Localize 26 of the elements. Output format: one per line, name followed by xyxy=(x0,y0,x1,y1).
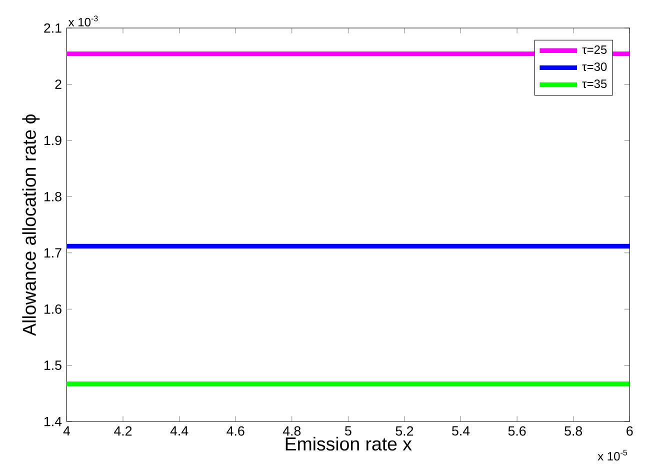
x-tick-label: 5.4 xyxy=(452,426,470,436)
y-tick-label: 1.7 xyxy=(44,248,62,258)
y-tick-label: 1.4 xyxy=(44,416,62,426)
legend-label: τ=30 xyxy=(582,62,607,71)
x-tick-label: 4.2 xyxy=(114,426,132,436)
x-tick-label: 4 xyxy=(63,426,70,436)
x-tick-label: 6 xyxy=(626,426,633,436)
x-tick-label: 4.8 xyxy=(282,426,301,436)
text: x 10$^{-3}$ xyxy=(68,16,98,26)
legend-label: τ=35 xyxy=(582,79,607,88)
y-axis-title: Allowance allocation rate ϕ xyxy=(22,114,40,336)
x-axis-title: Emission rate x xyxy=(286,436,412,450)
x-tick-label: 5.2 xyxy=(396,426,414,436)
y-tick-label: 2 xyxy=(55,79,62,89)
x-tick-label: 4.4 xyxy=(170,426,188,436)
y-tick-label: 1.8 xyxy=(44,192,62,202)
y-tick-label: 1.9 xyxy=(44,136,62,146)
x-tick-label: 4.6 xyxy=(226,426,244,436)
x-tick-label: 5.8 xyxy=(564,426,582,436)
y-tick-label: 1.6 xyxy=(44,304,62,314)
x-tick-label: 5.6 xyxy=(508,426,526,436)
y-tick-label: 2.1 xyxy=(44,23,62,33)
text: x 10$^{-5}$ xyxy=(598,450,628,460)
y-tick-label: 1.5 xyxy=(44,360,62,370)
legend-label: τ=25 xyxy=(582,45,607,54)
x-tick-label: 5 xyxy=(345,426,352,436)
